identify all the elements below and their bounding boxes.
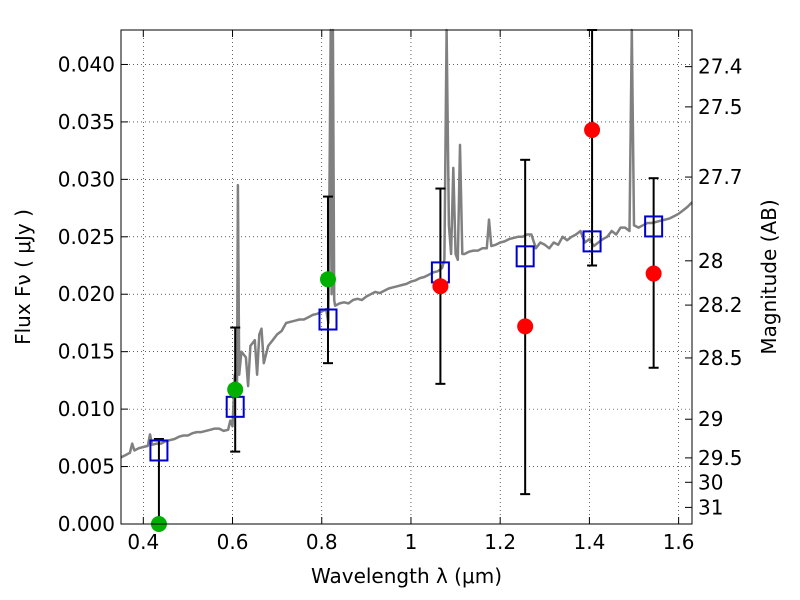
y-tick-label: 0.020 xyxy=(58,282,115,306)
upper-limit-marker xyxy=(584,121,601,138)
magnitude-tick-label: 27.5 xyxy=(698,95,743,119)
upper-limit-marker xyxy=(432,278,449,295)
magnitude-tick-label: 27.4 xyxy=(698,55,743,79)
y-tick-label: 0.035 xyxy=(58,110,115,134)
magnitude-axis-label: Magnitude (AB) xyxy=(757,199,781,354)
x-tick-label: 1.4 xyxy=(573,530,605,554)
plot-frame xyxy=(120,29,693,525)
y-tick-label: 0.015 xyxy=(58,340,115,364)
magnitude-tick-label: 31 xyxy=(698,495,723,519)
x-axis-ticks: 0.4 0.6 0.8 1 1.2 1.4 1.6 xyxy=(127,30,695,554)
y-tick-label: 0.010 xyxy=(58,397,115,421)
model-flux-marker xyxy=(582,230,602,253)
model-flux-marker xyxy=(318,308,338,331)
error-bar-layer xyxy=(153,29,659,525)
x-tick-label: 0.6 xyxy=(217,530,249,554)
y-axis-ticks: 0.000 0.005 0.010 0.015 0.020 0.025 0.030 0.035… xyxy=(58,52,128,536)
magnitude-tick-label: 27.7 xyxy=(698,165,743,189)
magnitude-tick-label: 28.5 xyxy=(698,346,743,370)
y-tick-label: 0.000 xyxy=(58,512,115,536)
model-flux-marker xyxy=(515,245,535,268)
magnitude-tick-label: 29.5 xyxy=(698,446,743,470)
y-tick-label: 0.025 xyxy=(58,225,115,249)
detection-marker xyxy=(227,381,244,398)
y-axis-label: Flux Fν ( μJy ) xyxy=(11,209,35,345)
detection-marker xyxy=(319,271,336,288)
x-axis-label: Wavelength λ (μm) xyxy=(311,564,502,588)
spectrum-line xyxy=(120,28,693,459)
upper-limit-marker xyxy=(517,318,534,335)
x-tick-label: 1.6 xyxy=(663,530,695,554)
model-flux-layer xyxy=(149,215,664,462)
model-flux-marker xyxy=(644,215,664,238)
magnitude-tick-label: 28.2 xyxy=(698,293,743,317)
upper-limit-layer xyxy=(432,121,662,335)
y-tick-label: 0.040 xyxy=(58,52,115,76)
spectrum-layer xyxy=(120,28,693,459)
x-tick-label: 1 xyxy=(405,530,418,554)
magnitude-tick-label: 30 xyxy=(698,470,723,494)
x-tick-label: 0.4 xyxy=(127,530,159,554)
y-tick-label: 0.005 xyxy=(58,455,115,479)
model-flux-marker xyxy=(149,439,169,462)
grid-lines xyxy=(121,30,692,525)
upper-limit-marker xyxy=(645,265,662,282)
x-tick-label: 0.8 xyxy=(306,530,338,554)
x-tick-label: 1.2 xyxy=(484,530,516,554)
magnitude-tick-label: 28 xyxy=(698,249,723,273)
magnitude-tick-label: 29 xyxy=(698,407,723,431)
y-tick-label: 0.030 xyxy=(58,167,115,191)
